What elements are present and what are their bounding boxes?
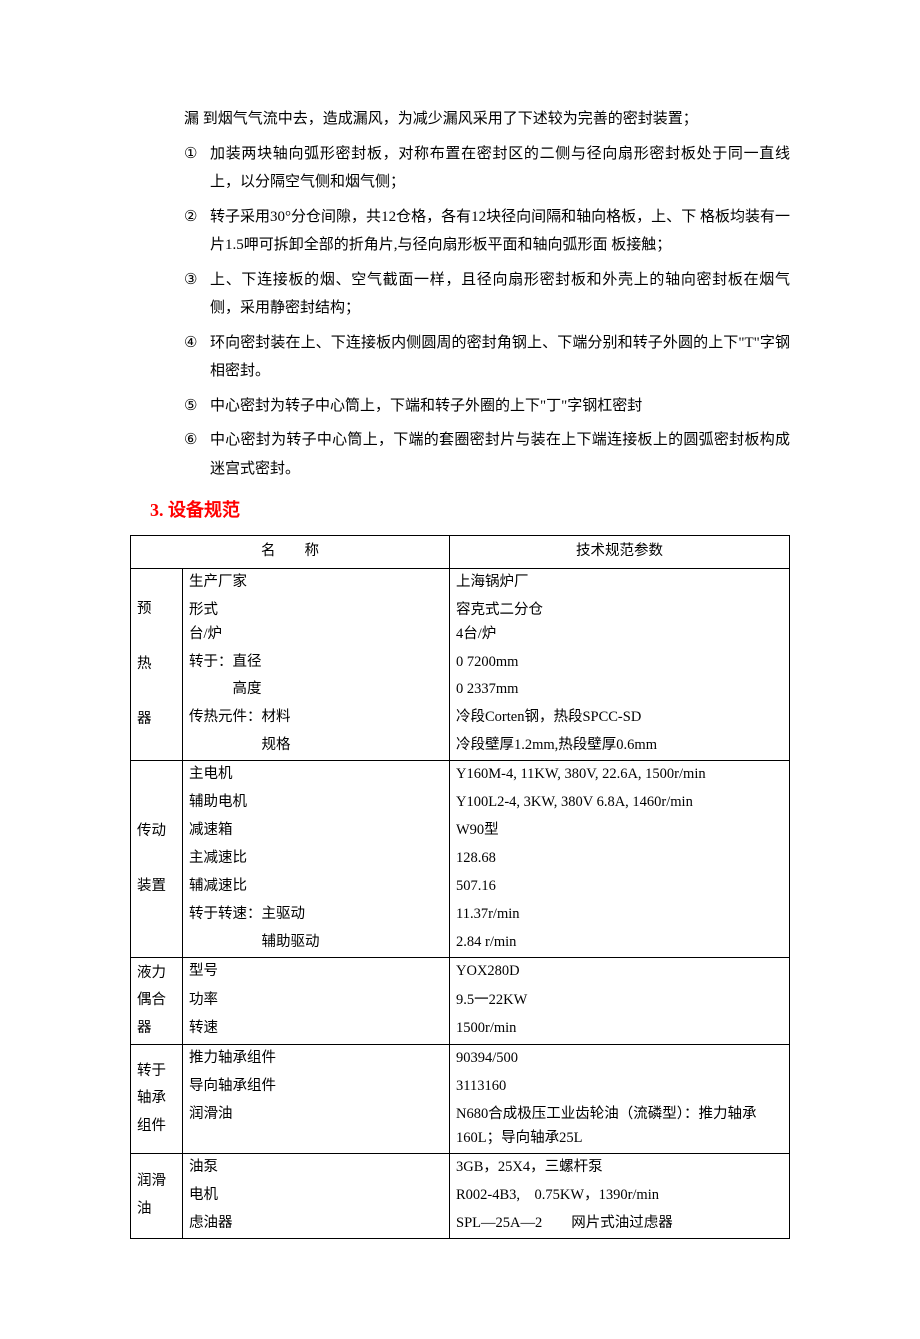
intro-paragraph: 漏 到烟气气流中去，造成漏风，为减少漏风采用了下述较为完善的密封装置； (184, 105, 790, 134)
table-row: 虑油器SPL—25A—2 网片式油过虑器 (131, 1210, 790, 1238)
list-item: ④环向密封装在上、下连接板内侧圆周的密封角钢上、下端分别和转子外圆的上下"T"字… (184, 329, 790, 386)
table-header-row: 名 称 技术规范参数 (131, 536, 790, 569)
value-cell: 3GB，25X4，三螺杆泵 (450, 1153, 790, 1181)
category-cell: 预 热 器 (131, 568, 183, 760)
table-row: 转速1500r/min (131, 1015, 790, 1044)
list-text: 环向密封装在上、下连接板内侧圆周的密封角钢上、下端分别和转子外圆的上下"T"字钢… (210, 329, 790, 386)
list-item: ②转子采用30°分仓间隙，共12仓格，各有12块径向间隔和轴向格板，上、下 格板… (184, 203, 790, 260)
spec-table: 名 称 技术规范参数 预 热 器生产厂家上海锅炉厂形式 台/炉容克式二分仓 4台… (130, 535, 790, 1239)
value-cell: SPL—25A—2 网片式油过虑器 (450, 1210, 790, 1238)
table-row: 预 热 器生产厂家上海锅炉厂 (131, 568, 790, 596)
table-row: 转于转速：主驱动11.37r/min (131, 901, 790, 929)
label-cell: 推力轴承组件 (183, 1045, 450, 1073)
list-text: 中心密封为转子中心筒上，下端的套圈密封片与装在上下端连接板上的圆弧密封板构成迷宫… (210, 426, 790, 483)
header-name: 名 称 (131, 536, 450, 569)
list-marker: ① (184, 140, 210, 197)
label-cell: 规格 (183, 732, 450, 760)
label-cell: 主电机 (183, 761, 450, 789)
value-cell: 90394/500 (450, 1045, 790, 1073)
label-cell: 油泵 (183, 1153, 450, 1181)
value-cell: 上海锅炉厂 (450, 568, 790, 596)
list-text: 加装两块轴向弧形密封板，对称布置在密封区的二侧与径向扇形密封板处于同一直线上，以… (210, 140, 790, 197)
category-cell: 转于 轴承 组件 (131, 1045, 183, 1154)
label-cell: 型号 (183, 957, 450, 986)
list-marker: ⑥ (184, 426, 210, 483)
table-row: 转于：直径0 7200mm (131, 649, 790, 677)
value-cell: 11.37r/min (450, 901, 790, 929)
label-cell: 虑油器 (183, 1210, 450, 1238)
list-item: ①加装两块轴向弧形密封板，对称布置在密封区的二侧与径向扇形密封板处于同一直线上，… (184, 140, 790, 197)
list-text: 上、下连接板的烟、空气截面一样，且径向扇形密封板和外壳上的轴向密封板在烟气侧，采… (210, 266, 790, 323)
table-row: 高度0 2337mm (131, 676, 790, 704)
document-page: 漏 到烟气气流中去，造成漏风，为减少漏风采用了下述较为完善的密封装置； ①加装两… (0, 0, 920, 1339)
category-cell: 传动 装置 (131, 761, 183, 957)
list-item: ③上、下连接板的烟、空气截面一样，且径向扇形密封板和外壳上的轴向密封板在烟气侧，… (184, 266, 790, 323)
list-marker: ② (184, 203, 210, 260)
value-cell: 128.68 (450, 845, 790, 873)
list-text: 转子采用30°分仓间隙，共12仓格，各有12块径向间隔和轴向格板，上、下 格板均… (210, 203, 790, 260)
category-cell: 润滑 油 (131, 1153, 183, 1238)
value-cell: 冷段壁厚1.2mm,热段壁厚0.6mm (450, 732, 790, 760)
value-cell: 1500r/min (450, 1015, 790, 1044)
table-row: 转于 轴承 组件推力轴承组件90394/500 (131, 1045, 790, 1073)
value-cell: N680合成极压工业齿轮油（流磷型）：推力轴承160L；导向轴承25L (450, 1101, 790, 1153)
table-row: 传动 装置主电机Y160M-4, 11KW, 380V, 22.6A, 1500… (131, 761, 790, 789)
table-row: 辅减速比507.16 (131, 873, 790, 901)
label-cell: 传热元件：材料 (183, 704, 450, 732)
category-cell: 液力 偶合 器 (131, 957, 183, 1045)
numbered-list: ①加装两块轴向弧形密封板，对称布置在密封区的二侧与径向扇形密封板处于同一直线上，… (184, 140, 790, 484)
label-cell: 转于：直径 (183, 649, 450, 677)
table-row: 导向轴承组件3113160 (131, 1073, 790, 1101)
label-cell: 导向轴承组件 (183, 1073, 450, 1101)
label-cell: 润滑油 (183, 1101, 450, 1153)
table-row: 液力 偶合 器型号YOX280D (131, 957, 790, 986)
label-cell: 主减速比 (183, 845, 450, 873)
label-cell: 辅减速比 (183, 873, 450, 901)
list-marker: ④ (184, 329, 210, 386)
label-cell: 高度 (183, 676, 450, 704)
label-cell: 电机 (183, 1182, 450, 1210)
table-row: 功率9.5一22KW (131, 987, 790, 1016)
value-cell: 507.16 (450, 873, 790, 901)
value-cell: Y160M-4, 11KW, 380V, 22.6A, 1500r/min (450, 761, 790, 789)
label-cell: 转速 (183, 1015, 450, 1044)
list-item: ⑤中心密封为转子中心筒上，下端和转子外圈的上下"丁"字钢杠密封 (184, 392, 790, 421)
section-heading: 3. 设备规范 (150, 493, 790, 527)
value-cell: YOX280D (450, 957, 790, 986)
label-cell: 辅助驱动 (183, 929, 450, 957)
label-cell: 功率 (183, 987, 450, 1016)
table-row: 辅助驱动2.84 r/min (131, 929, 790, 957)
table-row: 润滑油N680合成极压工业齿轮油（流磷型）：推力轴承160L；导向轴承25L (131, 1101, 790, 1153)
label-cell: 生产厂家 (183, 568, 450, 596)
list-item: ⑥中心密封为转子中心筒上，下端的套圈密封片与装在上下端连接板上的圆弧密封板构成迷… (184, 426, 790, 483)
label-cell: 转于转速：主驱动 (183, 901, 450, 929)
value-cell: 0 7200mm (450, 649, 790, 677)
list-marker: ⑤ (184, 392, 210, 421)
value-cell: 容克式二分仓 4台/炉 (450, 597, 790, 649)
value-cell: 3113160 (450, 1073, 790, 1101)
table-row: 规格冷段壁厚1.2mm,热段壁厚0.6mm (131, 732, 790, 760)
value-cell: 0 2337mm (450, 676, 790, 704)
value-cell: W90型 (450, 817, 790, 845)
value-cell: 2.84 r/min (450, 929, 790, 957)
value-cell: Y100L2-4, 3KW, 380V 6.8A, 1460r/min (450, 789, 790, 817)
value-cell: 冷段Corten钢，热段SPCC-SD (450, 704, 790, 732)
table-row: 润滑 油油泵3GB，25X4，三螺杆泵 (131, 1153, 790, 1181)
value-cell: R002-4B3, 0.75KW，1390r/min (450, 1182, 790, 1210)
list-text: 中心密封为转子中心筒上，下端和转子外圈的上下"丁"字钢杠密封 (210, 392, 790, 421)
table-row: 形式 台/炉容克式二分仓 4台/炉 (131, 597, 790, 649)
label-cell: 减速箱 (183, 817, 450, 845)
value-cell: 9.5一22KW (450, 987, 790, 1016)
table-row: 传热元件：材料冷段Corten钢，热段SPCC-SD (131, 704, 790, 732)
table-row: 辅助电机Y100L2-4, 3KW, 380V 6.8A, 1460r/min (131, 789, 790, 817)
label-cell: 形式 台/炉 (183, 597, 450, 649)
table-row: 主减速比128.68 (131, 845, 790, 873)
header-spec: 技术规范参数 (450, 536, 790, 569)
label-cell: 辅助电机 (183, 789, 450, 817)
table-row: 减速箱W90型 (131, 817, 790, 845)
table-row: 电机R002-4B3, 0.75KW，1390r/min (131, 1182, 790, 1210)
list-marker: ③ (184, 266, 210, 323)
